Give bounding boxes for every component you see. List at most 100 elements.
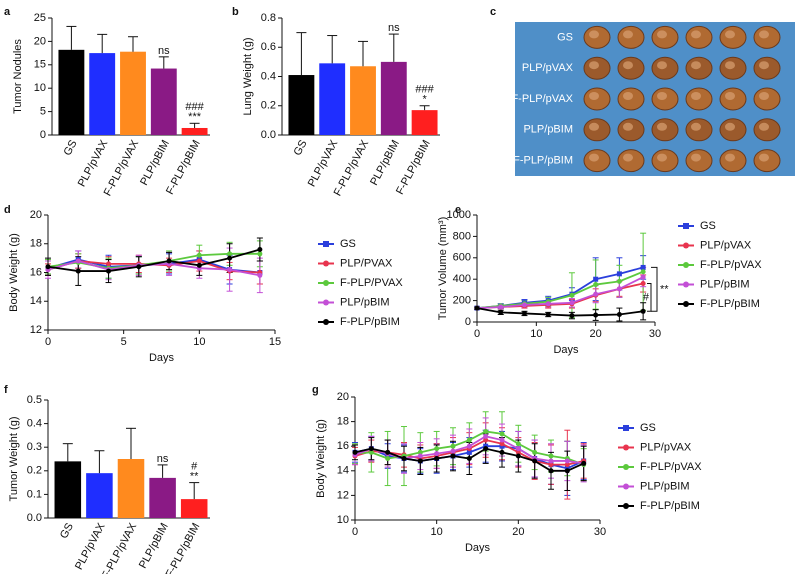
marker: [515, 446, 521, 452]
y-tick-label: 0: [465, 316, 471, 328]
y-axis-label: Body Weight (g): [315, 419, 327, 498]
annotation: ns: [157, 453, 169, 465]
marker: [498, 304, 504, 310]
annotation: ###: [415, 84, 434, 96]
marker: [227, 267, 233, 273]
y-tick-label: 400: [453, 273, 471, 285]
x-tick-label: 10: [530, 328, 542, 340]
lung-highlight: [725, 122, 735, 131]
y-tick-label: 0.2: [27, 465, 42, 477]
lung-highlight: [657, 30, 667, 39]
x-tick-label: 30: [594, 526, 606, 538]
legend-marker: [683, 301, 689, 307]
marker: [257, 272, 263, 278]
marker: [569, 300, 575, 306]
marker: [75, 268, 81, 274]
marker: [227, 251, 233, 257]
lung-highlight: [623, 92, 633, 100]
y-axis-label: Tumor Nodules: [12, 39, 24, 114]
marker: [569, 292, 575, 298]
y-tick-label: 0.4: [261, 70, 276, 82]
legend-marker: [323, 299, 329, 306]
y-tick-label: 0.1: [27, 488, 42, 500]
y-axis-label: Tumor Weight (g): [8, 417, 20, 502]
marker: [515, 453, 521, 459]
y-tick-label: 15: [34, 59, 46, 71]
lung-highlight: [759, 61, 769, 70]
lung-highlight: [589, 61, 599, 70]
row-label: F-PLP/pBIM: [513, 155, 573, 167]
y-tick-label: 14: [30, 295, 42, 307]
marker: [593, 291, 599, 297]
marker: [352, 449, 358, 455]
annotation: *: [422, 94, 427, 106]
marker: [75, 258, 81, 264]
lung-highlight: [725, 30, 735, 39]
lung-highlight: [759, 92, 769, 100]
marker: [616, 271, 622, 277]
x-tick-label: 0: [352, 526, 358, 538]
row-label: PLP/pBIM: [523, 124, 573, 136]
lung-highlight: [691, 153, 701, 162]
x-axis-label: Days: [465, 542, 491, 554]
marker: [45, 264, 51, 270]
y-tick-label: 5: [40, 106, 46, 118]
y-tick-label: 200: [453, 295, 471, 307]
marker: [616, 278, 622, 284]
lung-highlight: [691, 122, 701, 131]
y-tick-label: 18: [337, 416, 349, 428]
lung-highlight: [623, 30, 633, 39]
marker: [483, 446, 489, 452]
marker: [450, 453, 456, 459]
legend-marker: [683, 223, 689, 229]
marker: [564, 468, 570, 474]
bar: [86, 473, 113, 518]
marker: [166, 258, 172, 264]
marker: [483, 437, 489, 443]
legend-label: F-PLP/pVAX: [700, 259, 762, 271]
marker: [385, 456, 391, 461]
marker: [196, 258, 202, 264]
y-tick-label: 10: [337, 514, 349, 526]
legend-label: GS: [340, 238, 356, 250]
y-tick-label: 14: [337, 465, 349, 477]
x-tick-label: 10: [431, 526, 443, 538]
lung-highlight: [589, 92, 599, 100]
marker: [385, 449, 391, 455]
marker: [417, 458, 423, 464]
annotation: ns: [158, 45, 170, 57]
series-line: [476, 270, 644, 309]
bar: [149, 477, 176, 518]
annotation: #: [643, 291, 650, 303]
x-tick-label: GS: [58, 521, 76, 541]
lung-highlight: [623, 61, 633, 70]
panel-letter: b: [232, 6, 239, 18]
annotation: ns: [388, 22, 400, 34]
legend-marker: [323, 319, 329, 325]
x-tick-label: 20: [512, 526, 524, 538]
bar: [89, 53, 116, 135]
lung-highlight: [657, 61, 667, 70]
lung-highlight: [759, 122, 769, 131]
marker: [564, 462, 570, 468]
y-tick-label: 18: [30, 238, 42, 250]
y-tick-label: 0: [40, 129, 46, 141]
marker: [548, 468, 554, 474]
marker: [483, 433, 489, 439]
legend-marker: [683, 281, 689, 288]
row-label: GS: [557, 31, 573, 43]
x-tick-label: 15: [269, 336, 281, 348]
lung-highlight: [657, 92, 667, 100]
lung-highlight: [691, 92, 701, 100]
annotation: ###: [185, 101, 204, 113]
marker: [545, 312, 551, 318]
marker: [466, 437, 472, 443]
y-tick-label: 12: [30, 324, 42, 336]
x-tick-label: PLP/pBIM: [138, 138, 172, 187]
series-line: [47, 248, 261, 272]
y-axis-label: Tumor Volume (mm³): [437, 217, 449, 321]
marker: [106, 268, 112, 274]
series-line: [476, 276, 644, 309]
lung-highlight: [759, 30, 769, 39]
bar: [117, 459, 145, 518]
